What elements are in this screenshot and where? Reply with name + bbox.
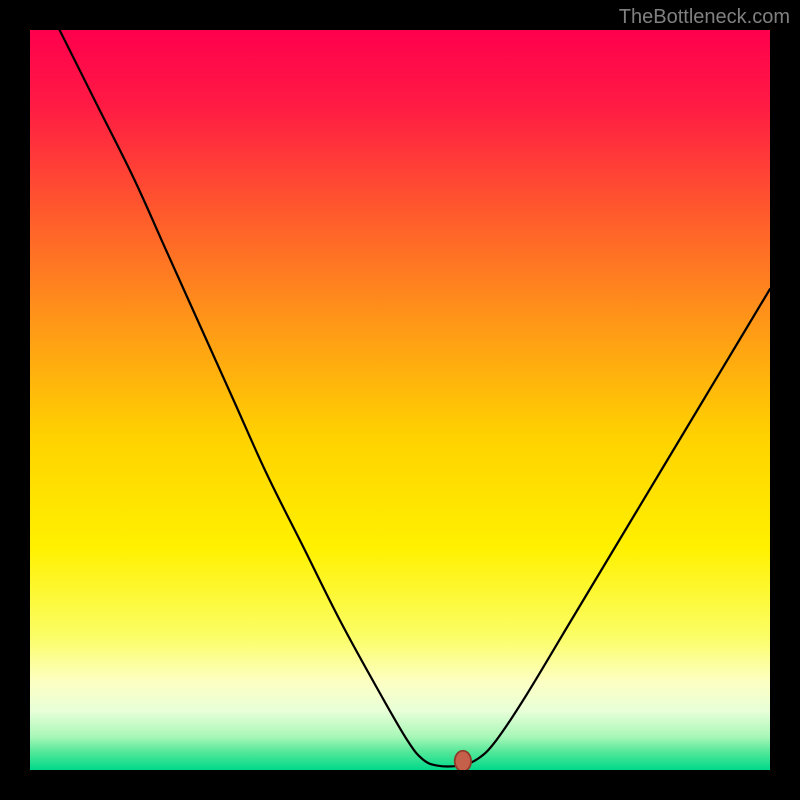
plot-area — [30, 30, 770, 770]
watermark-text: TheBottleneck.com — [619, 6, 790, 29]
gradient-background — [30, 30, 770, 770]
chart-svg — [30, 30, 770, 770]
optimum-marker — [455, 751, 471, 770]
